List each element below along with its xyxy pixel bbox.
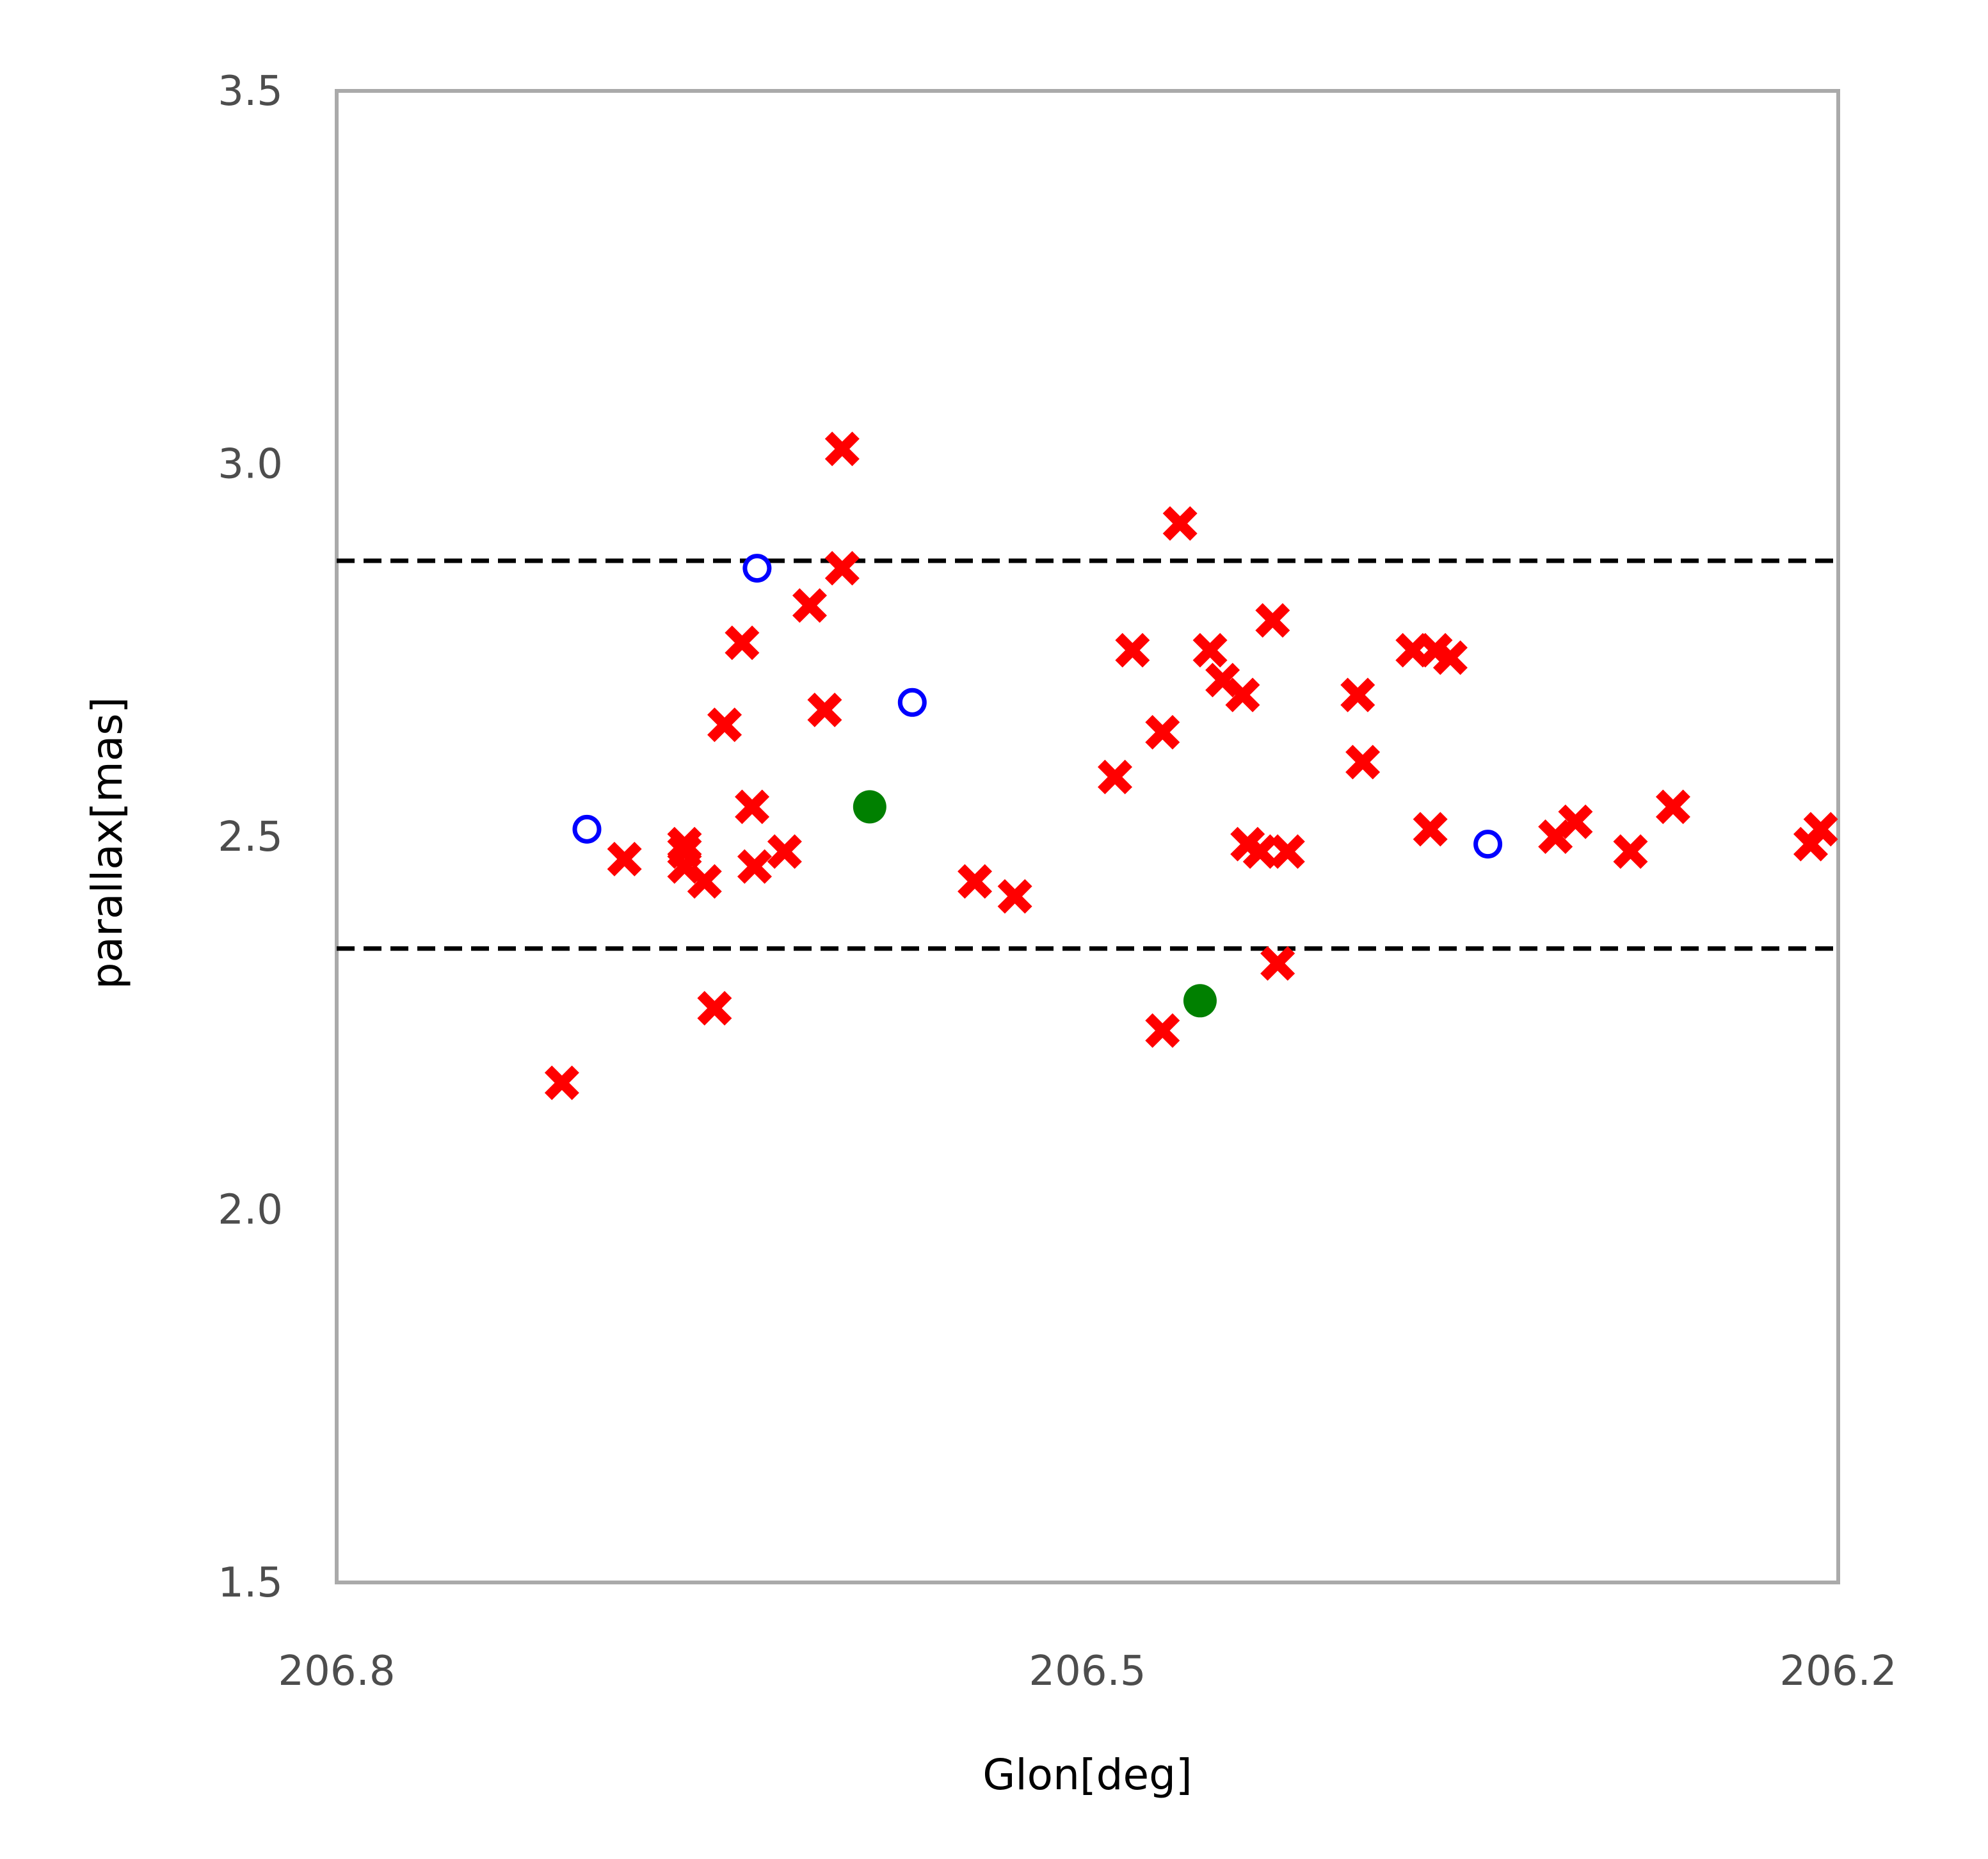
data-point-open-circle bbox=[572, 814, 602, 844]
data-point-open-circle bbox=[742, 554, 772, 583]
data-point-filled-circle bbox=[853, 790, 886, 824]
data-point-filled-circle bbox=[1183, 984, 1217, 1018]
data-point-x bbox=[735, 789, 770, 825]
plot-frame bbox=[335, 89, 1840, 1584]
data-point-x bbox=[1192, 632, 1228, 668]
data-point-x bbox=[1345, 744, 1381, 780]
data-point-x bbox=[697, 990, 732, 1026]
data-point-x bbox=[725, 625, 760, 661]
y-tick-label: 3.0 bbox=[218, 441, 283, 488]
data-point-x bbox=[1558, 804, 1593, 839]
data-point-x bbox=[1340, 677, 1375, 712]
data-point-x bbox=[687, 864, 722, 899]
data-point-x bbox=[1115, 632, 1150, 668]
data-point-x bbox=[1225, 677, 1260, 712]
y-axis-label: parallax[mas] bbox=[83, 697, 132, 990]
data-point-x bbox=[997, 879, 1032, 914]
data-point-x bbox=[1242, 834, 1278, 869]
data-point-x bbox=[792, 588, 827, 623]
x-tick-label: 206.5 bbox=[1029, 1648, 1146, 1695]
data-point-x bbox=[807, 692, 842, 727]
y-tick-label: 2.0 bbox=[218, 1187, 283, 1234]
data-point-x bbox=[824, 431, 860, 467]
data-point-open-circle bbox=[1473, 830, 1503, 859]
data-point-x bbox=[824, 551, 860, 586]
data-point-x bbox=[1413, 812, 1448, 847]
data-point-x bbox=[1145, 714, 1180, 750]
y-tick-label: 1.5 bbox=[218, 1559, 283, 1607]
data-point-x bbox=[1162, 506, 1198, 541]
x-tick-label: 206.8 bbox=[278, 1648, 395, 1695]
data-point-x bbox=[1098, 759, 1133, 794]
data-point-x bbox=[1145, 1013, 1180, 1048]
y-tick-label: 3.5 bbox=[218, 68, 283, 115]
data-point-x bbox=[544, 1065, 579, 1100]
data-point-x bbox=[737, 849, 772, 884]
data-point-x bbox=[1655, 789, 1690, 825]
data-point-x bbox=[1613, 834, 1648, 869]
x-axis-label: Glon[deg] bbox=[982, 1750, 1192, 1799]
data-point-x bbox=[1432, 640, 1468, 675]
data-point-x bbox=[1803, 812, 1838, 847]
data-point-x bbox=[1260, 946, 1295, 981]
data-point-x bbox=[767, 834, 802, 869]
x-tick-label: 206.2 bbox=[1779, 1648, 1896, 1695]
data-point-x bbox=[1255, 603, 1290, 638]
data-point-x bbox=[607, 841, 642, 876]
data-point-x bbox=[1270, 834, 1305, 869]
data-point-open-circle bbox=[897, 688, 927, 717]
y-tick-label: 2.5 bbox=[218, 814, 283, 861]
data-point-x bbox=[958, 864, 993, 899]
data-point-x bbox=[707, 707, 742, 743]
